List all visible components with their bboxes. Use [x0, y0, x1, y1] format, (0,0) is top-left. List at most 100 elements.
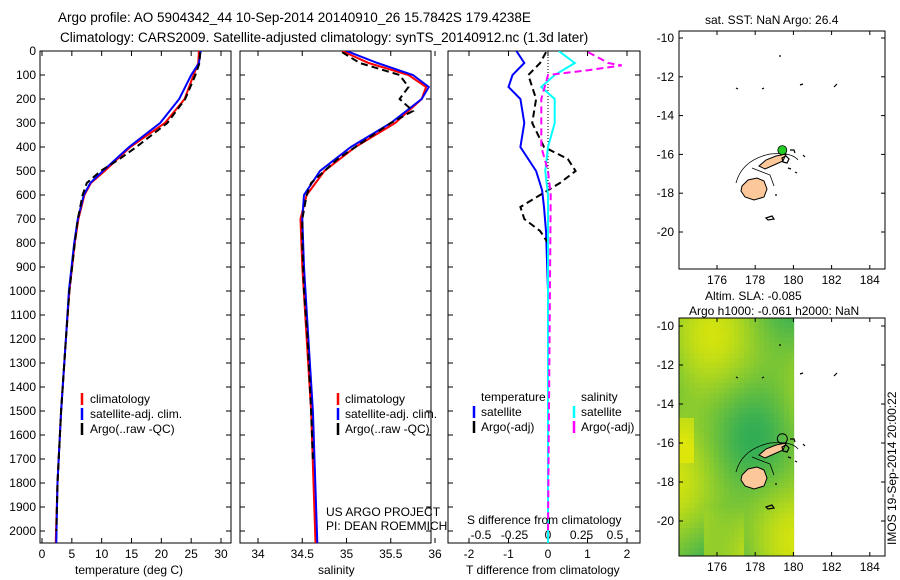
- depth-tick-label: 500: [16, 164, 36, 178]
- depth-tick-label: 0: [29, 44, 36, 58]
- legend-label: Argo(-adj): [481, 420, 534, 434]
- legend-label: satellite: [481, 405, 522, 419]
- legend-label: climatology: [345, 392, 405, 406]
- t-diff-tick-label: 1: [584, 547, 591, 561]
- satellite-line: [55, 51, 202, 543]
- lat-tick-label: -20: [657, 514, 675, 528]
- lat-tick-label: -20: [657, 225, 675, 239]
- salinity-tick-label: 34: [251, 547, 265, 561]
- temperature-tick-label: 0: [39, 547, 46, 561]
- lon-tick-label: 178: [745, 560, 765, 574]
- lat-tick-label: -16: [657, 436, 675, 450]
- depth-tick-label: 300: [16, 116, 36, 130]
- temperature-tick-label: 20: [155, 547, 169, 561]
- depth-tick-label: 1100: [10, 308, 36, 322]
- depth-tick-label: 1400: [9, 380, 36, 394]
- salinity-tick-label: 35: [340, 547, 354, 561]
- temperature-tick-label: 30: [214, 547, 228, 561]
- temperature-tick-label: 25: [184, 547, 198, 561]
- lon-tick-label: 184: [860, 560, 880, 574]
- t-diff-tick-label: -2: [464, 547, 475, 561]
- depth-tick-label: 200: [16, 92, 36, 106]
- temperature-tick-label: 5: [68, 547, 75, 561]
- sst-map-title: sat. SST: NaN Argo: 26.4: [705, 13, 839, 27]
- legend-title-temperature: temperature: [481, 390, 546, 404]
- lat-tick-label: -16: [657, 147, 675, 161]
- lat-tick-label: -12: [657, 70, 675, 84]
- legend-label: satellite-adj. clim.: [90, 407, 182, 421]
- sst-map: sat. SST: NaN Argo: 26.4 176 178 180 182 184…: [657, 13, 886, 287]
- legend-label: climatology: [90, 392, 150, 406]
- legend-title-salinity: salinity: [581, 390, 618, 404]
- argo-line: [301, 51, 415, 460]
- lat-tick-label: -12: [657, 358, 675, 372]
- lat-tick-label: -10: [657, 31, 675, 45]
- s-diff-tick-label: 0.25: [570, 528, 594, 542]
- t-argo-diff-line: [519, 51, 577, 531]
- depth-tick-label: 1500: [9, 404, 36, 418]
- salinity-axes: [239, 50, 432, 544]
- s-diff-tick-label: -0.5: [471, 528, 492, 542]
- s-difference-xlabel: S difference from climatology: [467, 513, 622, 527]
- salinity-legend: climatology satellite-adj. clim. Argo(..…: [336, 392, 437, 436]
- depth-tick-label: 700: [16, 212, 36, 226]
- depth-tick-label: 100: [16, 68, 36, 82]
- s-satellite-diff-line: [539, 51, 577, 543]
- temperature-tick-label: 10: [95, 547, 109, 561]
- temperature-axes: [39, 50, 232, 544]
- t-satellite-diff-line: [507, 51, 549, 543]
- lon-tick-label: 176: [707, 560, 727, 574]
- depth-tick-label: 1600: [9, 428, 36, 442]
- salinity-panel: 34 34.5 35 35.5 36 salinity climatology sate…: [239, 50, 447, 577]
- t-diff-tick-label: -1: [503, 547, 514, 561]
- sla-map-title1: Altim. SLA: -0.085: [705, 289, 802, 303]
- difference-legend: temperature salinity satellite Argo(-adj…: [472, 390, 634, 434]
- depth-tick-label: 900: [16, 260, 36, 274]
- s-argo-diff-line: [540, 51, 622, 532]
- title-line2: Climatology: CARS2009. Satellite-adjuste…: [60, 30, 588, 45]
- depth-tick-label: 1000: [9, 284, 36, 298]
- project-annotation: US ARGO PROJECT: [326, 505, 441, 519]
- argo-line: [55, 52, 202, 532]
- salinity-tick-label: 35.5: [379, 547, 403, 561]
- argo-location-marker: [777, 145, 788, 156]
- depth-tick-label: 1900: [9, 500, 36, 514]
- difference-axes: [447, 50, 641, 544]
- t-diff-tick-label: 2: [624, 547, 631, 561]
- depth-tick-label: 800: [16, 236, 36, 250]
- depth-tick-label: 400: [16, 140, 36, 154]
- temperature-xlabel: temperature (deg C): [75, 563, 183, 577]
- t-difference-xlabel: T difference from climatology: [466, 563, 620, 577]
- imos-timestamp: IMOS 19-Sep-2014 20:00:22: [885, 391, 899, 545]
- depth-tick-label: 2000: [9, 524, 36, 538]
- lat-tick-label: -14: [657, 397, 675, 411]
- legend-label: satellite-adj. clim.: [345, 407, 437, 421]
- legend-label: Argo(-adj): [581, 420, 634, 434]
- depth-tick-label: 600: [16, 188, 36, 202]
- sla-map-title2: Argo h1000: -0.061 h2000: NaN: [689, 304, 859, 318]
- salinity-tick-label: 36: [428, 547, 442, 561]
- title-line1: Argo profile: AO 5904342_44 10-Sep-2014 …: [58, 10, 531, 25]
- lon-tick-label: 184: [860, 273, 880, 287]
- sla-map: Altim. SLA: -0.085 Argo h1000: -0.061 h2…: [657, 289, 886, 574]
- s-diff-tick-label: -0.25: [501, 528, 529, 542]
- lat-tick-label: -18: [657, 186, 675, 200]
- salinity-xlabel: salinity: [318, 563, 355, 577]
- lon-tick-label: 176: [707, 273, 727, 287]
- temperature-legend: climatology satellite-adj. clim. Argo(..…: [80, 392, 182, 436]
- s-diff-tick-label: 0.5: [607, 528, 624, 542]
- legend-label: satellite: [581, 405, 622, 419]
- lat-tick-label: -18: [657, 475, 675, 489]
- lon-tick-label: 180: [783, 273, 803, 287]
- legend-label: Argo(..raw -QC): [90, 422, 175, 436]
- temperature-tick-label: 15: [125, 547, 139, 561]
- lat-tick-label: -10: [657, 319, 675, 333]
- depth-tick-label: 1200: [9, 332, 36, 346]
- lon-tick-label: 178: [745, 273, 765, 287]
- depth-tick-label: 1800: [9, 476, 36, 490]
- lon-tick-label: 182: [822, 273, 842, 287]
- pi-annotation: PI: DEAN ROEMMICH: [326, 519, 447, 533]
- argo-location-marker: [776, 433, 788, 445]
